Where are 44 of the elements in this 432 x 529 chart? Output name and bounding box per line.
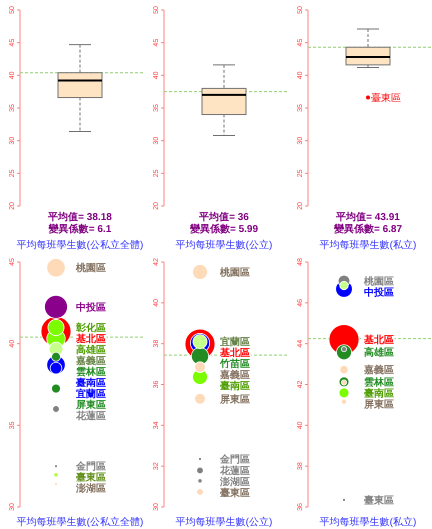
series-label: 嘉義區 [76, 354, 106, 367]
series-label: 竹苗區 [219, 358, 250, 370]
text: 平均值= 38.18 [47, 211, 112, 223]
x-axis-title: 平均每班學生數(公私立全體) [16, 239, 144, 251]
x-axis-title: 平均每班學生數(公私立全體) [16, 516, 144, 528]
series-label: 澎湖區 [219, 476, 250, 488]
series-label: 臺東區 [220, 486, 250, 499]
series-label: 金門區 [75, 460, 106, 473]
series-label: 臺東區 [364, 494, 394, 506]
series-label: 彰化區 [75, 322, 106, 334]
series-label: 花蓮區 [219, 464, 250, 477]
text: 平均值= 43.91 [335, 211, 400, 223]
series-label: 臺東區 [76, 472, 106, 484]
series-label: 桃園區 [363, 275, 394, 288]
series-label: 中投區 [364, 286, 394, 298]
text: 平均值= 36 [198, 211, 250, 223]
series-label: 澎湖區 [75, 482, 106, 495]
x-axis-title: 平均每班學生數(公立) [176, 239, 272, 251]
series-label: 金門區 [219, 454, 250, 466]
text: 變異係數= 5.99 [190, 223, 258, 235]
series-label: 高雄區 [364, 346, 394, 359]
series-label: 桃園區 [219, 266, 250, 279]
series-label: 宜蘭區 [220, 336, 250, 348]
series-label: 屏東區 [219, 393, 250, 406]
series-label: 嘉義區 [220, 369, 250, 382]
series-label: 臺南區 [220, 380, 250, 392]
series-label: 雲林區 [364, 376, 394, 388]
series-label: 臺東區 [371, 92, 401, 104]
series-label: 臺南區 [76, 376, 106, 389]
x-axis-title: 平均每班學生數(私立) [320, 239, 416, 251]
series-label: 花蓮區 [75, 410, 106, 422]
x-axis-title: 平均每班學生數(公立) [176, 516, 272, 528]
text: 變異係數= 6.1 [48, 223, 112, 235]
text: 變異係數= 6.87 [334, 223, 402, 235]
series-label: 嘉義區 [364, 364, 394, 376]
series-label: 中投區 [76, 301, 106, 314]
series-label: 屏東區 [75, 398, 106, 411]
text: 宜蘭區 [76, 388, 106, 400]
series-label: 高雄區 [76, 344, 106, 356]
series-label: 屏東區 [363, 398, 394, 410]
series-label: 雲林區 [76, 366, 106, 378]
series-label: 桃園區 [75, 262, 106, 274]
series-label: 臺南區 [364, 387, 394, 400]
x-axis-title: 平均每班學生數(私立) [320, 516, 416, 528]
